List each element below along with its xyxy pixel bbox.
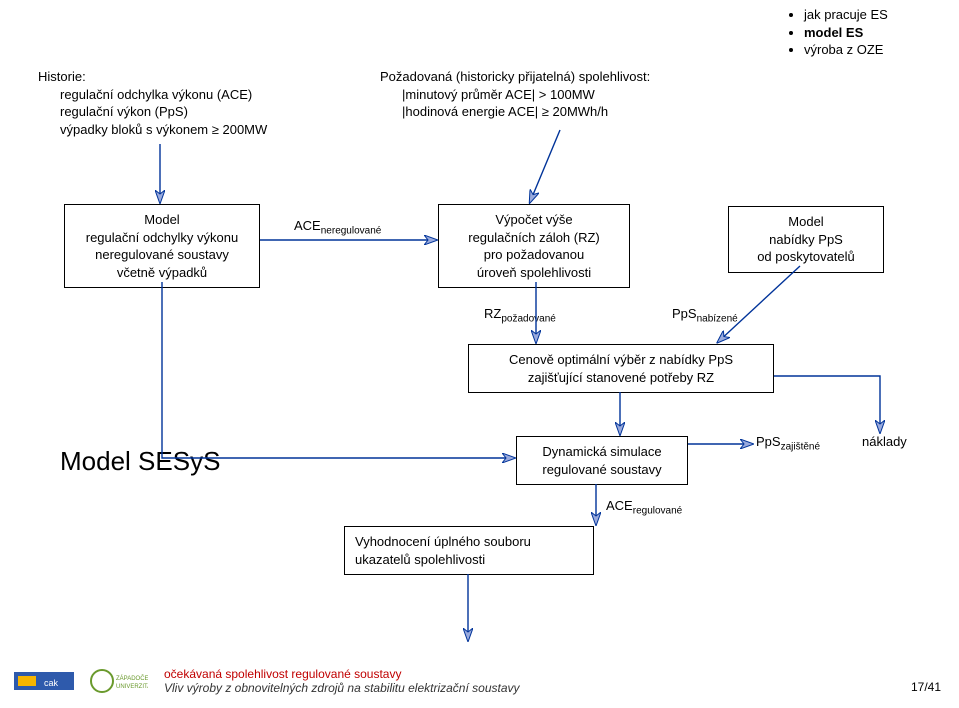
box-model-nabidky: Model nabídky PpS od poskytovatelů (728, 206, 884, 273)
box-line: regulačních záloh (RZ) (449, 229, 619, 247)
box-line: regulované soustavy (527, 461, 677, 479)
box-dynsim: Dynamická simulace regulované soustavy (516, 436, 688, 485)
svg-text:ZÁPADOČESKÁ: ZÁPADOČESKÁ (116, 675, 148, 682)
footer-line-1: očekávaná spolehlivost regulované sousta… (164, 667, 520, 681)
footer: cak ZÁPADOČESKÁ UNIVERZITA očekávaná spol… (0, 654, 959, 708)
box-line: pro požadovanou (449, 246, 619, 264)
bullet-item: jak pracuje ES (804, 6, 888, 24)
top-bullets: jak pracuje ES model ES výroba z OZE (790, 6, 888, 59)
box-vypocet: Výpočet výše regulačních záloh (RZ) pro … (438, 204, 630, 288)
logo-zcu-icon: ZÁPADOČESKÁ UNIVERZITA (88, 666, 148, 696)
box-cenove: Cenově optimální výběr z nabídky PpS zaj… (468, 344, 774, 393)
footer-text: očekávaná spolehlivost regulované sousta… (164, 667, 520, 696)
pozadovana-line: |hodinová energie ACE| ≥ 20MWh/h (402, 103, 750, 121)
logo-cak-icon: cak (14, 666, 74, 696)
historie-line: výpadky bloků s výkonem ≥ 200MW (60, 121, 338, 139)
label-pps-zajistene: PpSzajištěné (756, 434, 820, 453)
box-model-regulacni: Model regulační odchylky výkonu neregulo… (64, 204, 260, 288)
box-line: úroveň spolehlivosti (449, 264, 619, 282)
box-line: Výpočet výše (449, 211, 619, 229)
historie-block: Historie: regulační odchylka výkonu (ACE… (28, 62, 348, 144)
box-line: ukazatelů spolehlivosti (355, 551, 583, 569)
pozadovana-heading: Požadovaná (historicky přijatelná) spole… (380, 68, 750, 86)
label-rz-pozadovane: RZpožadované (484, 306, 556, 325)
box-line: včetně výpadků (75, 264, 249, 282)
label-naklady: náklady (862, 434, 907, 449)
box-line: Model (75, 211, 249, 229)
box-line: Model (739, 213, 873, 231)
box-line: Cenově optimální výběr z nabídky PpS (479, 351, 763, 369)
box-line: neregulované soustavy (75, 246, 249, 264)
box-line: Vyhodnocení úplného souboru (355, 533, 583, 551)
label-ace-regulovane: ACEregulované (606, 498, 682, 517)
box-vyhodnoceni: Vyhodnocení úplného souboru ukazatelů sp… (344, 526, 594, 575)
model-sesys-title: Model SESyS (60, 446, 220, 477)
svg-text:UNIVERZITA: UNIVERZITA (116, 684, 148, 690)
footer-line-2: Vliv výroby z obnovitelných zdrojů na st… (164, 681, 520, 695)
historie-line: regulační výkon (PpS) (60, 103, 338, 121)
box-line: nabídky PpS (739, 231, 873, 249)
label-ace-neregulovane: ACEneregulované (294, 218, 381, 237)
box-line: od poskytovatelů (739, 248, 873, 266)
box-line: regulační odchylky výkonu (75, 229, 249, 247)
page-number: 17/41 (911, 680, 941, 694)
bullet-item: model ES (804, 24, 888, 42)
box-line: Dynamická simulace (527, 443, 677, 461)
pozadovana-block: Požadovaná (historicky přijatelná) spole… (370, 62, 760, 127)
label-pps-nabizene: PpSnabízené (672, 306, 738, 325)
historie-line: regulační odchylka výkonu (ACE) (60, 86, 338, 104)
svg-text:cak: cak (44, 678, 59, 688)
bullet-item: výroba z OZE (804, 41, 888, 59)
box-line: zajišťující stanovené potřeby RZ (479, 369, 763, 387)
historie-heading: Historie: (38, 68, 338, 86)
pozadovana-line: |minutový průměr ACE| > 100MW (402, 86, 750, 104)
